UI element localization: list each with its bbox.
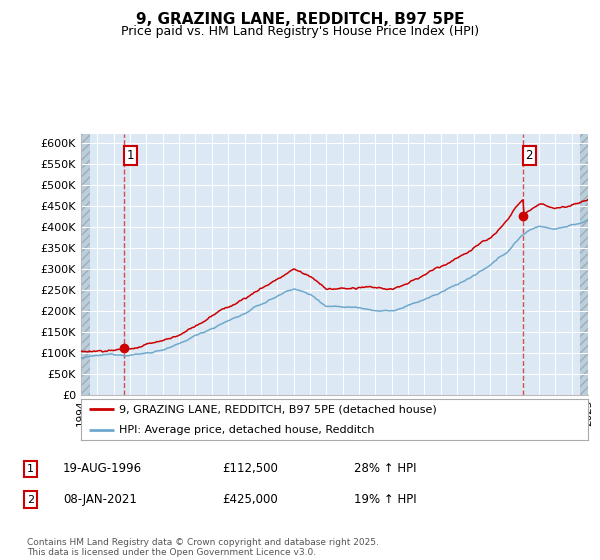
Text: 28% ↑ HPI: 28% ↑ HPI — [354, 462, 416, 475]
Text: Price paid vs. HM Land Registry's House Price Index (HPI): Price paid vs. HM Land Registry's House … — [121, 25, 479, 38]
Bar — [81, 134, 90, 395]
Text: 1: 1 — [127, 149, 134, 162]
Text: 08-JAN-2021: 08-JAN-2021 — [63, 493, 137, 506]
Text: 19-AUG-1996: 19-AUG-1996 — [63, 462, 142, 475]
Text: HPI: Average price, detached house, Redditch: HPI: Average price, detached house, Redd… — [119, 424, 374, 435]
Text: 19% ↑ HPI: 19% ↑ HPI — [354, 493, 416, 506]
Text: 9, GRAZING LANE, REDDITCH, B97 5PE: 9, GRAZING LANE, REDDITCH, B97 5PE — [136, 12, 464, 27]
Text: 1: 1 — [27, 464, 34, 474]
Text: Contains HM Land Registry data © Crown copyright and database right 2025.
This d: Contains HM Land Registry data © Crown c… — [27, 538, 379, 557]
Text: £425,000: £425,000 — [222, 493, 278, 506]
Text: £112,500: £112,500 — [222, 462, 278, 475]
Text: 2: 2 — [27, 494, 34, 505]
Text: 2: 2 — [526, 149, 533, 162]
Bar — [580, 134, 589, 395]
Text: 9, GRAZING LANE, REDDITCH, B97 5PE (detached house): 9, GRAZING LANE, REDDITCH, B97 5PE (deta… — [119, 404, 437, 414]
